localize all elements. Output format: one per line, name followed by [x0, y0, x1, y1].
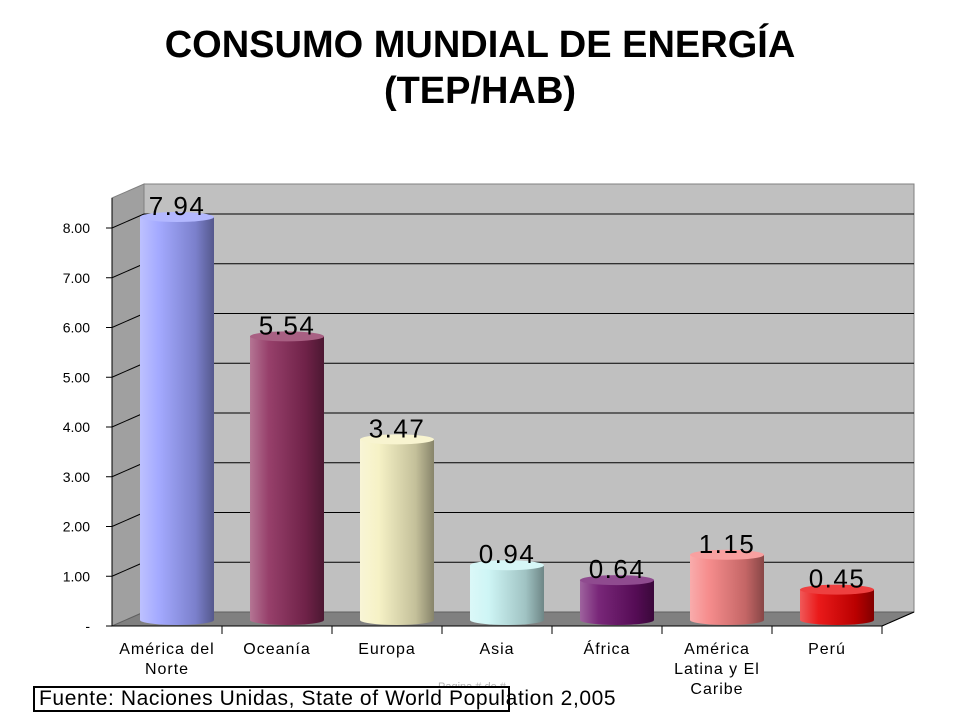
bar	[470, 560, 544, 625]
y-tick-label: 2.00	[63, 519, 90, 535]
bar-body	[470, 565, 544, 625]
bar	[140, 211, 214, 626]
x-category-label: América del	[119, 641, 214, 658]
bar	[800, 584, 874, 625]
bar-top	[580, 575, 654, 586]
y-tick-label: 5.00	[63, 369, 90, 385]
y-tick-label: 4.00	[63, 419, 90, 435]
gridline-side	[111, 512, 145, 527]
title-line-2: (TEP/HAB)	[383, 70, 577, 112]
bar-body	[360, 439, 434, 625]
x-category-label: Perú	[808, 641, 846, 658]
gridline-side	[111, 412, 145, 428]
x-category-label: Latina y El	[674, 661, 760, 678]
bar-top	[360, 434, 434, 445]
x-category-label: Europa	[358, 641, 416, 658]
bar-top	[470, 560, 544, 571]
bar	[690, 549, 764, 625]
plot-side-wall	[111, 183, 145, 627]
bar-top	[140, 211, 214, 222]
bar	[360, 434, 434, 625]
gridline-side	[111, 362, 145, 378]
y-tick-label: 6.00	[63, 320, 90, 336]
gridline-side	[111, 462, 145, 478]
bar-body	[800, 589, 874, 625]
bar-body	[250, 336, 324, 625]
bar	[250, 331, 324, 625]
x-category-label: África	[584, 639, 631, 658]
x-category-label: Asia	[479, 641, 514, 658]
data-label: 3.47	[369, 413, 426, 443]
title-line-1: CONSUMO MUNDIAL DE ENERGÍA	[164, 24, 796, 66]
bar-top	[250, 331, 324, 342]
bar-body	[690, 554, 764, 625]
bar-body	[140, 216, 214, 626]
x-category-label: Norte	[145, 661, 189, 678]
bar-top	[690, 549, 764, 560]
x-category-label: Oceanía	[243, 641, 310, 658]
chart-title: CONSUMO MUNDIAL DE ENERGÍA (TEP/HAB)	[0, 22, 960, 114]
y-tick-label: -	[85, 618, 90, 634]
x-category-label: Caribe	[690, 681, 743, 698]
data-label: 0.45	[809, 564, 866, 594]
gridline-side	[111, 561, 145, 577]
data-label: 1.15	[699, 529, 756, 559]
gridline-side	[111, 263, 145, 279]
gridline-side	[111, 213, 145, 229]
bar-top	[800, 584, 874, 595]
y-tick-label: 1.00	[63, 568, 90, 584]
x-category-label: América	[684, 641, 750, 658]
y-tick-label: 7.00	[63, 270, 90, 286]
y-tick-label: 3.00	[63, 469, 90, 485]
y-tick-label: 8.00	[63, 220, 90, 236]
data-label: 5.54	[259, 310, 316, 340]
source-note: Fuente: Naciones Unidas, State of World …	[33, 686, 616, 712]
gridline-side	[111, 313, 145, 328]
data-label: 7.94	[149, 191, 206, 221]
data-label: 0.94	[479, 539, 536, 569]
data-label: 0.64	[589, 554, 646, 584]
x-axis-depth	[881, 611, 915, 627]
bar-body	[580, 580, 654, 625]
bar	[580, 575, 654, 625]
